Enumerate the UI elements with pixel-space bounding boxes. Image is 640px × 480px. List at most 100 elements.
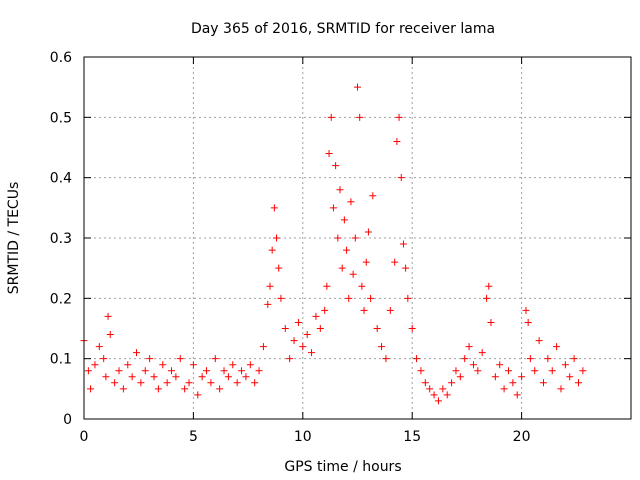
data-point [327, 113, 335, 121]
data-point [485, 282, 493, 290]
data-point [408, 325, 416, 332]
data-point [369, 192, 377, 200]
data-point [509, 379, 517, 387]
data-point [421, 379, 429, 387]
data-point [133, 349, 141, 357]
data-points [80, 83, 587, 405]
y-tick-label: 0.4 [50, 171, 72, 187]
data-point [115, 367, 123, 375]
data-point [487, 318, 495, 326]
data-point [579, 367, 587, 375]
data-point [393, 137, 401, 145]
data-point [354, 83, 361, 91]
data-point [566, 373, 574, 381]
x-tick-label: 10 [294, 429, 312, 445]
data-point [87, 385, 95, 393]
y-tick-labels: 0 0.1 0.2 0.3 0.4 0.5 0.6 [50, 50, 72, 428]
data-point [347, 198, 355, 206]
data-point [465, 343, 473, 351]
data-point [275, 264, 283, 272]
data-point [391, 258, 399, 266]
data-point [397, 174, 405, 182]
data-point [137, 379, 145, 387]
data-point [356, 113, 364, 121]
data-point [544, 355, 552, 363]
data-point [268, 246, 276, 254]
data-point [469, 361, 477, 369]
y-tick-label: 0.5 [50, 110, 72, 126]
y-tick-label: 0 [63, 412, 72, 428]
y-tick-label: 0.1 [50, 352, 72, 368]
data-point [332, 162, 340, 170]
data-point [150, 373, 158, 381]
data-point [242, 373, 250, 381]
data-point [351, 234, 359, 242]
data-point [216, 385, 224, 393]
data-point [491, 373, 499, 381]
data-point [522, 306, 530, 314]
data-point [334, 234, 342, 242]
data-point [443, 391, 451, 399]
data-point [430, 391, 438, 399]
data-point [395, 113, 403, 121]
data-point [281, 325, 289, 332]
data-point [518, 373, 526, 381]
data-point [338, 264, 346, 272]
data-point [548, 367, 556, 375]
data-point [104, 312, 112, 320]
data-point [91, 361, 99, 369]
data-point [194, 391, 202, 399]
data-point [220, 367, 228, 375]
data-point [168, 367, 176, 375]
data-point [504, 367, 512, 375]
y-tick-label: 0.3 [50, 231, 72, 247]
data-point [286, 355, 294, 363]
data-point [211, 355, 219, 363]
data-point [277, 294, 285, 302]
data-point [570, 355, 578, 363]
data-point [448, 379, 456, 387]
data-point [434, 397, 442, 405]
data-point [163, 379, 171, 387]
data-point [343, 246, 351, 254]
data-point [478, 349, 486, 357]
data-point [574, 379, 582, 387]
data-point [373, 325, 381, 332]
data-point [500, 385, 508, 393]
data-point [255, 367, 263, 375]
data-point [513, 391, 521, 399]
data-point [321, 306, 329, 314]
x-tick-label: 20 [513, 429, 531, 445]
data-point [266, 282, 274, 290]
data-point [264, 300, 272, 308]
y-tick-label: 0.2 [50, 291, 72, 307]
data-point [308, 349, 316, 357]
data-point [413, 355, 421, 363]
data-point [84, 367, 92, 375]
data-point [539, 379, 547, 387]
data-point [323, 282, 331, 290]
data-point [229, 361, 237, 369]
data-point [207, 379, 215, 387]
data-point [456, 373, 464, 381]
data-point [124, 361, 132, 369]
data-point [172, 373, 180, 381]
data-point [224, 373, 232, 381]
x-axis-label: GPS time / hours [284, 459, 401, 475]
data-point [246, 361, 254, 369]
chart-title: Day 365 of 2016, SRMTID for receiver lam… [191, 21, 495, 37]
data-point [557, 385, 565, 393]
data-point [535, 337, 543, 345]
data-point [345, 294, 353, 302]
data-point [146, 355, 154, 363]
data-point [474, 367, 482, 375]
data-point [439, 385, 447, 393]
data-point [102, 373, 110, 381]
data-point [364, 228, 372, 236]
data-point [316, 325, 324, 332]
data-point [141, 367, 149, 375]
data-point [340, 216, 348, 224]
data-point [303, 331, 311, 339]
data-point [378, 343, 386, 351]
grid-lines [84, 57, 631, 419]
